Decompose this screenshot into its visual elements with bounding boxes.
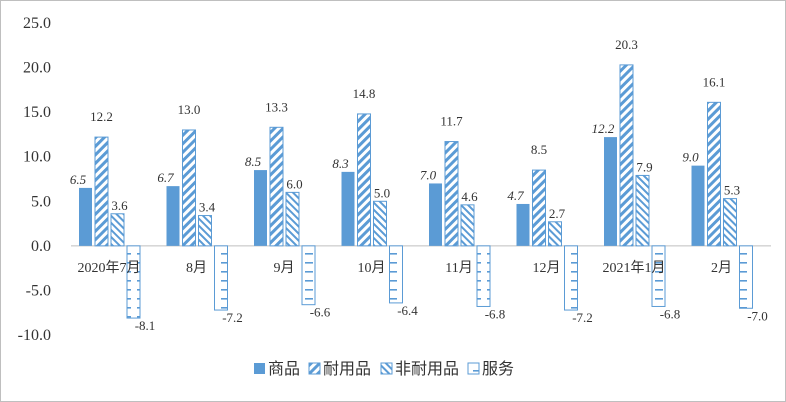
data-label: 6.5 (70, 172, 87, 187)
category-label: 10月 (358, 260, 386, 276)
bar-durable-goods (707, 101, 721, 247)
data-label: 3.4 (199, 200, 216, 215)
y-axis-ticks: 25.0 20.0 15.0 10.0 5.0 0.0 -5.0 -10.0 (18, 15, 51, 344)
bar-nondurable-goods (635, 174, 650, 247)
legend-durable-goods-swatch (308, 362, 321, 375)
bar-services (389, 245, 403, 304)
data-label: 13.0 (178, 102, 201, 117)
data-label: -7.2 (572, 310, 593, 325)
y-tick-label: -5.0 (26, 282, 51, 299)
bar-nondurable-goods (723, 198, 737, 247)
data-label: 9.0 (682, 150, 699, 165)
legend-nondurable-goods-swatch (380, 362, 393, 375)
legend-goods-swatch (254, 363, 265, 374)
bar-nondurable-goods (548, 221, 562, 247)
bar-goods (79, 187, 92, 246)
data-label: 6.7 (157, 170, 174, 185)
bar-durable-goods (619, 64, 634, 247)
bar-nondurable-goods (285, 191, 300, 247)
category-label: 8月 (186, 260, 207, 276)
bar-nondurable-goods (198, 215, 212, 247)
bar-goods (604, 137, 617, 246)
legend-services-label: 服务 (482, 360, 514, 378)
bar-goods (254, 170, 267, 246)
data-label: 4.7 (507, 188, 524, 203)
legend-durable-goods-label: 耐用品 (323, 360, 371, 378)
bar-services (301, 245, 316, 306)
bar-durable-goods (94, 136, 109, 247)
category-label: 2021年1月 (603, 260, 666, 276)
bar-services (476, 245, 491, 307)
bar-goods (429, 183, 442, 246)
y-tick-label: 5.0 (31, 193, 51, 210)
data-label: 12.2 (90, 109, 113, 124)
category-label: 2020年7月 (78, 260, 141, 276)
y-tick-label: -10.0 (18, 327, 51, 344)
category-label: 9月 (274, 260, 295, 276)
data-label: -7.0 (747, 308, 768, 323)
data-label: -6.6 (310, 305, 331, 320)
data-label: 8.3 (332, 156, 349, 171)
bar-services (739, 245, 753, 309)
data-label: 6.0 (286, 176, 302, 191)
bar-nondurable-goods (110, 213, 125, 247)
bar-goods (166, 186, 180, 246)
data-label: 5.3 (724, 183, 740, 198)
bar-durable-goods (182, 129, 196, 247)
data-label: 13.3 (265, 99, 288, 114)
data-labels: 6.5 12.2 3.6 -8.1 6.7 13.0 3.4 -7.2 8.5 13.3 6.0 -6… (70, 37, 768, 333)
y-tick-label: 10.0 (23, 149, 51, 166)
y-tick-label: 20.0 (23, 60, 51, 77)
bar-durable-goods (444, 141, 459, 247)
data-label: 3.6 (111, 198, 128, 213)
data-label: -7.2 (222, 310, 243, 325)
legend: 商品 耐用品 非耐用品 服务 (254, 360, 514, 378)
data-label: -6.8 (660, 306, 681, 321)
data-label: -8.1 (135, 318, 156, 333)
data-label: 4.6 (461, 189, 478, 204)
bar-goods (341, 171, 355, 246)
bar-durable-goods (357, 113, 371, 247)
data-label: 12.2 (592, 121, 615, 136)
bar-services (651, 245, 666, 307)
bar-durable-goods (269, 126, 284, 247)
bar-nondurable-goods (373, 200, 387, 247)
data-label: 7.9 (636, 159, 652, 174)
category-label: 11月 (445, 260, 472, 276)
bar-services (214, 245, 228, 311)
legend-nondurable-goods-label: 非耐用品 (395, 360, 459, 378)
legend-services-swatch (467, 362, 480, 375)
bar-goods (691, 165, 705, 246)
y-tick-label: 25.0 (23, 15, 51, 32)
bar-durable-goods (532, 169, 546, 247)
data-label: 7.0 (420, 167, 437, 182)
data-label: 8.5 (531, 142, 547, 157)
data-label: 11.7 (440, 114, 463, 129)
data-label: 5.0 (374, 185, 390, 200)
bar-services (126, 245, 141, 319)
category-label: 2月 (711, 260, 732, 276)
data-label: 16.1 (703, 74, 726, 89)
bar-services (564, 245, 578, 311)
category-labels: 2020年7月 8月 9月 10月 11月 12月 2021年1月 2月 (78, 260, 733, 276)
bar-goods (516, 203, 530, 246)
data-label: 8.5 (245, 154, 262, 169)
data-label: 20.3 (615, 37, 638, 52)
data-label: 2.7 (549, 206, 566, 221)
legend-goods-label: 商品 (268, 360, 300, 378)
bars (79, 64, 753, 319)
data-label: -6.4 (397, 303, 418, 318)
category-label: 12月 (533, 260, 561, 276)
data-label: -6.8 (485, 306, 506, 321)
bar-nondurable-goods (460, 204, 475, 247)
data-label: 14.8 (353, 86, 376, 101)
y-tick-label: 0.0 (31, 238, 51, 255)
y-tick-label: 15.0 (23, 104, 51, 121)
